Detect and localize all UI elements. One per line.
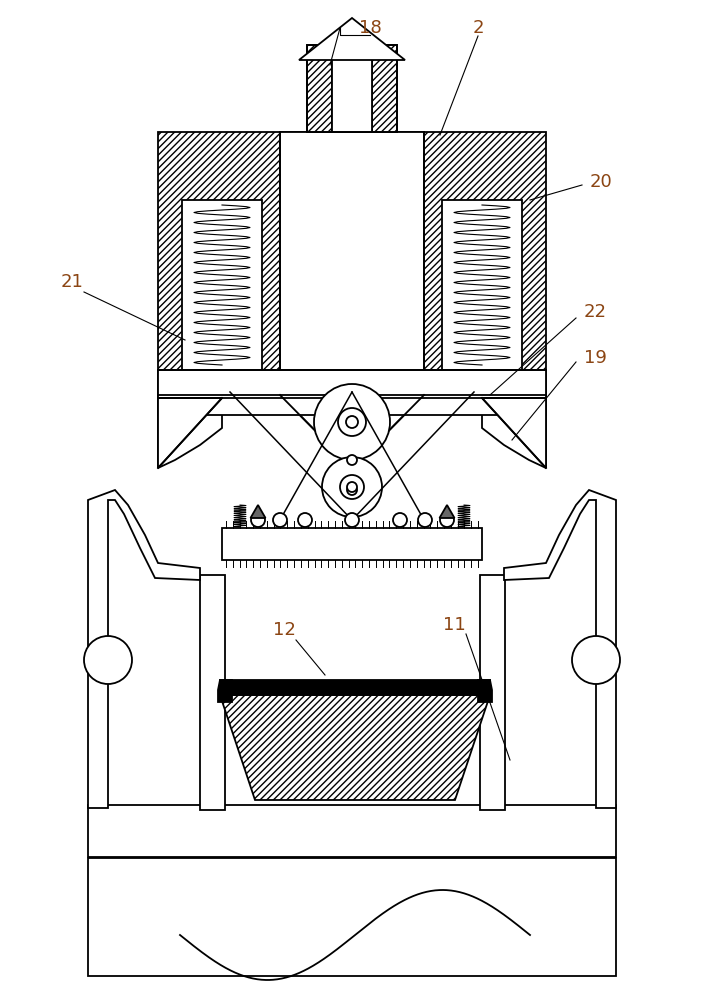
Bar	[182, 200, 262, 370]
Bar	[480, 575, 505, 810]
Polygon shape	[439, 505, 455, 518]
Polygon shape	[299, 18, 405, 60]
Polygon shape	[478, 680, 492, 702]
Circle shape	[251, 513, 265, 527]
Polygon shape	[220, 695, 490, 800]
Bar	[307, 45, 332, 132]
Polygon shape	[251, 505, 265, 518]
Polygon shape	[482, 398, 546, 468]
Polygon shape	[218, 680, 232, 702]
Bar	[220, 680, 490, 695]
Circle shape	[322, 457, 382, 517]
Text: 18: 18	[358, 19, 382, 37]
Polygon shape	[504, 490, 616, 808]
Circle shape	[393, 513, 407, 527]
Bar	[88, 858, 616, 976]
Bar	[88, 805, 616, 857]
Polygon shape	[158, 398, 222, 468]
Text: 11: 11	[443, 616, 465, 634]
Bar	[158, 370, 546, 398]
Circle shape	[440, 513, 454, 527]
Bar	[158, 395, 546, 415]
Bar	[372, 45, 397, 132]
Text: 2: 2	[472, 19, 484, 37]
Bar	[222, 528, 482, 560]
Circle shape	[298, 513, 312, 527]
Circle shape	[346, 416, 358, 428]
Text: 19: 19	[584, 349, 607, 367]
Text: 22: 22	[584, 303, 607, 321]
Circle shape	[340, 475, 364, 499]
Circle shape	[347, 482, 357, 492]
Text: 21: 21	[61, 273, 84, 291]
Circle shape	[345, 513, 359, 527]
Circle shape	[338, 408, 366, 436]
Polygon shape	[280, 395, 424, 468]
Polygon shape	[88, 490, 200, 808]
Text: 20: 20	[590, 173, 612, 191]
Bar	[200, 575, 225, 810]
Circle shape	[273, 513, 287, 527]
Polygon shape	[482, 398, 546, 468]
Circle shape	[84, 636, 132, 684]
Circle shape	[572, 636, 620, 684]
Bar	[332, 45, 372, 132]
Polygon shape	[158, 398, 222, 468]
Circle shape	[347, 485, 357, 495]
Bar	[307, 45, 397, 132]
Bar	[158, 132, 546, 395]
Circle shape	[418, 513, 432, 527]
Bar	[442, 200, 522, 370]
Bar	[280, 132, 424, 395]
Circle shape	[314, 384, 390, 460]
Text: 12: 12	[272, 621, 296, 639]
Circle shape	[347, 455, 357, 465]
